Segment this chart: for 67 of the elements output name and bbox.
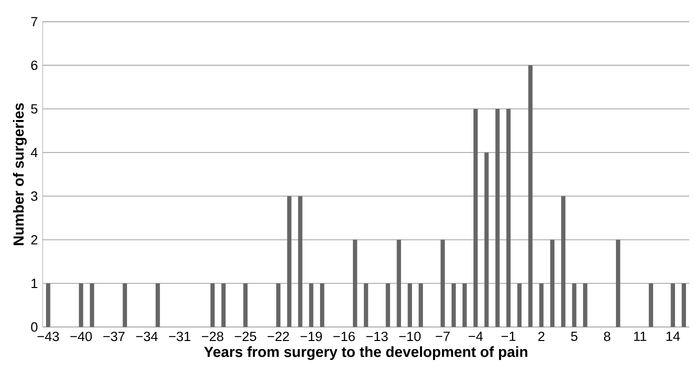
bar xyxy=(46,283,50,327)
bar xyxy=(462,283,467,327)
x-tick-label: −37 xyxy=(103,332,125,342)
x-tick-label: −16 xyxy=(333,332,355,342)
bar xyxy=(528,65,533,327)
y-tick-label: 7 xyxy=(31,17,38,26)
bar xyxy=(352,240,358,327)
bar xyxy=(386,283,390,327)
x-tick-label: −7 xyxy=(436,332,450,341)
x-tick-label: −25 xyxy=(234,332,256,342)
x-tick-label: −13 xyxy=(366,332,388,342)
x-axis-title: Years from surgery to the development of pain xyxy=(204,346,528,360)
x-tick-label: −40 xyxy=(70,332,92,342)
y-tick-label: 3 xyxy=(31,191,38,201)
x-tick-label: 14 xyxy=(666,332,680,341)
x-tick-label: −19 xyxy=(300,332,322,342)
bar xyxy=(122,283,128,327)
bar xyxy=(572,283,576,327)
bar xyxy=(561,196,566,327)
x-tick-label: 5 xyxy=(571,332,578,341)
bar xyxy=(221,283,226,327)
bar xyxy=(452,283,456,327)
bar xyxy=(408,283,412,327)
bar xyxy=(364,283,368,327)
bar xyxy=(506,108,511,327)
x-tick-label: −1 xyxy=(502,332,516,341)
bar xyxy=(670,283,676,327)
bar xyxy=(78,283,84,327)
bar xyxy=(210,283,215,327)
bar xyxy=(90,283,94,327)
bar xyxy=(156,283,160,327)
bar xyxy=(517,283,522,327)
bar xyxy=(616,240,620,327)
x-tick-label: −34 xyxy=(136,332,158,342)
y-tick-label: 5 xyxy=(31,104,38,114)
bar xyxy=(320,283,324,327)
bar xyxy=(550,240,554,327)
x-tick-label: −43 xyxy=(38,332,59,342)
x-tick-label: −10 xyxy=(399,332,421,342)
x-tick-label: 8 xyxy=(604,332,610,342)
bar xyxy=(440,240,445,327)
y-tick-label: 1 xyxy=(32,278,38,288)
bar xyxy=(243,283,248,327)
x-tick-label: −22 xyxy=(268,332,289,342)
bar xyxy=(473,108,478,327)
x-tick-label: 2 xyxy=(538,332,544,342)
bar xyxy=(495,108,500,327)
bar xyxy=(287,196,292,327)
x-tick-label: −28 xyxy=(202,332,224,342)
y-tick-label: 4 xyxy=(30,148,38,158)
y-tick-label: 0 xyxy=(31,322,38,332)
bar xyxy=(583,283,588,327)
bar xyxy=(648,283,654,327)
bar xyxy=(418,283,423,327)
x-tick-label: 11 xyxy=(634,332,646,341)
y-tick-label: 6 xyxy=(31,60,38,70)
x-tick-label: −31 xyxy=(169,332,190,342)
bar xyxy=(276,283,280,327)
bar xyxy=(309,283,314,327)
y-axis-title: Number of surgeries xyxy=(13,103,27,246)
bar xyxy=(396,240,402,327)
y-tick-label: 2 xyxy=(31,235,38,244)
bar xyxy=(682,283,686,327)
bar xyxy=(484,152,489,327)
bar xyxy=(298,196,302,327)
x-tick-label: −4 xyxy=(468,332,483,341)
bar xyxy=(539,283,544,327)
